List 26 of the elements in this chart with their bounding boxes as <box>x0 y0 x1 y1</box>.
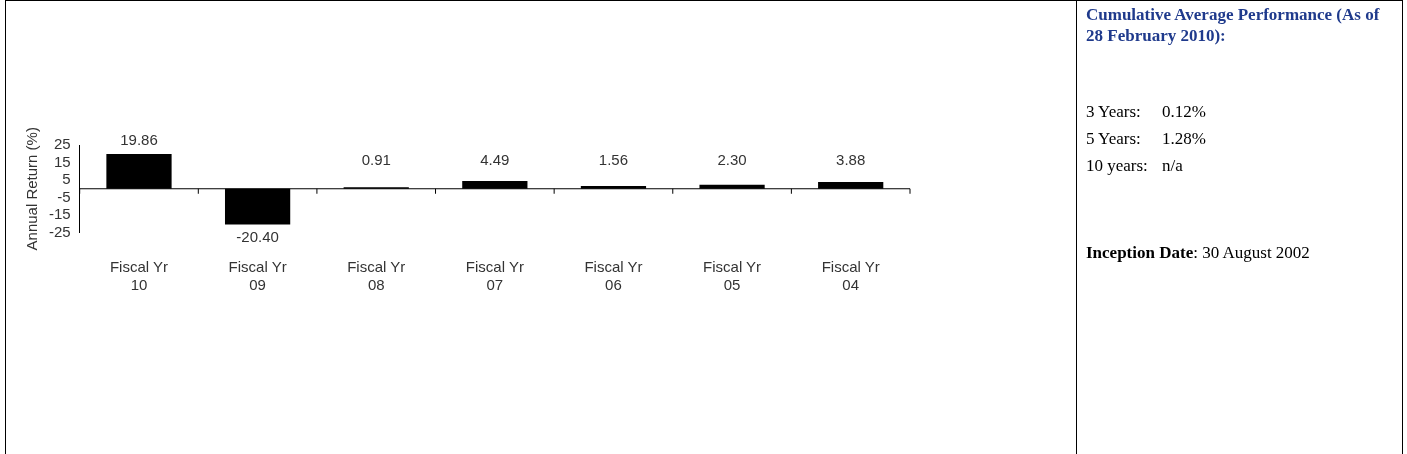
data-label: 0.91 <box>361 151 391 169</box>
x-tick-label: Fiscal Yr 07 <box>465 257 524 293</box>
data-label: 1.56 <box>598 151 629 169</box>
data-label: 4.49 <box>480 151 510 169</box>
text: Cumulative Average Performance (As of 28 February 2010): <box>1086 4 1381 46</box>
y-tick-label: -15 <box>48 205 71 223</box>
text: 3 Years: 0.12% <box>1086 102 1206 121</box>
data-label: 3.88 <box>836 151 866 169</box>
y-tick-label: -5 <box>57 187 71 205</box>
y-tick-label: 5 <box>62 170 71 188</box>
x-tick-label: Fiscal Yr 10 <box>109 257 169 293</box>
data-label: -20.40 <box>236 228 279 246</box>
data-label: 19.86 <box>120 130 158 148</box>
y-axis-title: Annual Return (%) <box>23 127 41 251</box>
data-label: 2.30 <box>717 151 747 169</box>
y-tick-label: -25 <box>48 222 71 240</box>
text: 5 Years: 1.28% <box>1086 129 1206 148</box>
x-tick-label: Fiscal Yr 09 <box>228 257 287 293</box>
x-tick-label: Fiscal Yr 05 <box>703 257 762 293</box>
y-tick-label: 25 <box>53 135 71 153</box>
x-tick-label: Fiscal Yr 08 <box>347 257 406 293</box>
text: Inception Date: 30 August 2002 <box>1086 243 1311 263</box>
text: 10 years: n/a <box>1086 155 1183 177</box>
x-tick-label: Fiscal Yr 06 <box>584 257 643 293</box>
y-tick-label: 15 <box>53 152 71 170</box>
x-tick-label: Fiscal Yr 04 <box>821 257 880 293</box>
